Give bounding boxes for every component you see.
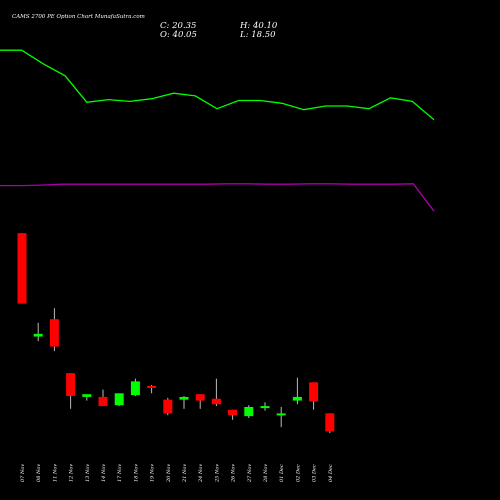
open-label: O: 40.05 — [160, 30, 197, 40]
x-tick-label: 07 Nov — [20, 464, 26, 482]
high-label: H: 40.10 — [239, 21, 278, 31]
x-tick-label: 11 Nov — [52, 464, 58, 482]
candle-19-nov — [147, 385, 157, 394]
candle-body — [195, 394, 205, 401]
x-tick-label: 01 Dec — [279, 464, 285, 482]
x-tick-label: 03 Dec — [312, 464, 318, 482]
candle-body — [244, 407, 254, 417]
candle-01-dec — [276, 407, 286, 428]
candle-27-nov — [244, 405, 254, 418]
x-tick-label: 28 Nov — [263, 464, 269, 483]
candle-07-nov — [17, 233, 27, 304]
x-tick-label: 08 Nov — [36, 464, 42, 482]
candle-26-nov — [228, 409, 238, 420]
x-tick-label: 12 Nov — [69, 464, 75, 482]
x-tick-label: 27 Nov — [247, 464, 253, 483]
candle-body — [98, 396, 108, 407]
candle-14-nov — [98, 389, 108, 407]
candle-body — [292, 396, 302, 401]
x-tick-label: 24 Nov — [198, 464, 204, 483]
candle-body — [66, 373, 76, 397]
x-tick-label: 13 Nov — [85, 464, 91, 482]
candle-body — [325, 413, 335, 432]
x-tick-label: 14 Nov — [101, 464, 107, 482]
short-moving-average-line — [0, 49, 435, 121]
candle-25-nov — [211, 378, 221, 407]
candle-13-nov — [82, 394, 92, 401]
long-moving-average-line — [0, 183, 435, 212]
x-tick-label: 21 Nov — [182, 464, 188, 483]
candle-body — [147, 385, 157, 388]
x-axis: 07 Nov 08 Nov 11 Nov 12 Nov 13 Nov 14 Nov 17 N… — [20, 464, 334, 483]
candle-layer — [17, 233, 335, 434]
candle-body — [260, 406, 270, 409]
close-label: C: 20.35 — [160, 21, 196, 31]
x-tick-label: 20 Nov — [166, 464, 172, 483]
candle-body — [163, 399, 173, 414]
candle-08-nov — [33, 322, 43, 342]
x-tick-label: 19 Nov — [150, 464, 156, 482]
candle-12-nov — [66, 373, 76, 409]
candle-body — [17, 233, 27, 304]
x-tick-label: 17 Nov — [117, 464, 123, 482]
candle-04-dec — [325, 413, 335, 434]
x-tick-label: 25 Nov — [214, 464, 220, 483]
candle-body — [82, 394, 92, 397]
candle-body — [114, 393, 124, 406]
x-tick-label: 04 Dec — [328, 464, 334, 482]
candle-20-nov — [163, 397, 173, 416]
candle-body — [33, 333, 43, 337]
candle-body — [130, 381, 140, 396]
candle-02-dec — [292, 377, 302, 405]
candle-21-nov — [179, 396, 189, 409]
candle-body — [309, 382, 319, 402]
candle-11-nov — [49, 308, 59, 352]
candle-body — [211, 398, 221, 405]
chart-title: CAMS 2700 PE Option Chart MunafaSutra.co… — [12, 14, 145, 20]
candle-body — [49, 319, 59, 347]
moving-average-layer — [0, 49, 435, 212]
candle-body — [276, 413, 286, 416]
candle-03-dec — [309, 382, 319, 410]
candle-18-nov — [130, 378, 140, 397]
candle-17-nov — [114, 393, 124, 407]
candle-body — [228, 409, 238, 416]
x-tick-label: 18 Nov — [133, 464, 139, 482]
x-tick-label: 02 Dec — [295, 464, 301, 482]
candle-24-nov — [195, 394, 205, 409]
candle-body — [179, 396, 189, 400]
candle-28-nov — [260, 402, 270, 411]
x-tick-label: 26 Nov — [231, 464, 237, 483]
low-label: L: 18.50 — [239, 30, 276, 40]
